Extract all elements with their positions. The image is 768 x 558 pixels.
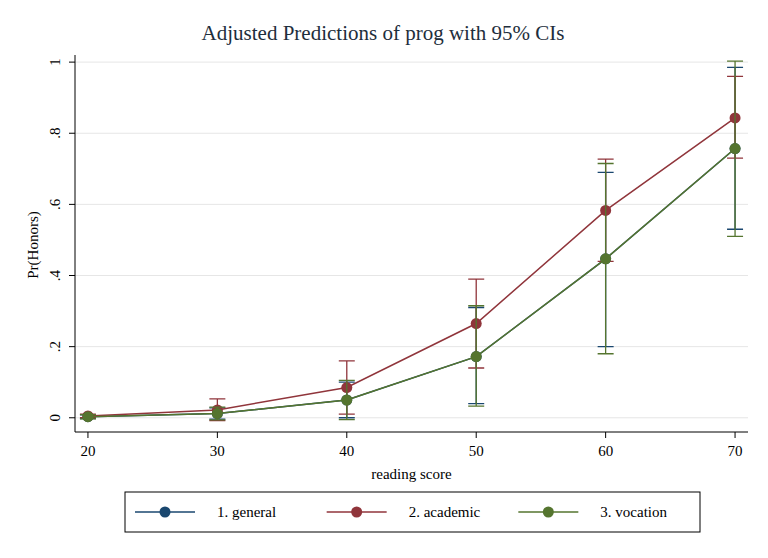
legend-marker [160, 507, 171, 518]
legend-box [125, 492, 700, 532]
marker [212, 408, 223, 419]
marker [471, 351, 482, 362]
marker [82, 410, 93, 421]
chart-root: 0 .2 .4 .6 .8 1 20 30 40 50 60 70 Adjusted Predictio… [0, 0, 768, 558]
y-tick [69, 204, 75, 205]
y-tick-label: .8 [47, 128, 63, 139]
x-tick-label: 40 [339, 443, 354, 459]
series-line [88, 149, 735, 417]
y-tick [69, 417, 75, 418]
error-bar [209, 399, 225, 421]
y-tick [69, 346, 75, 347]
y-axis [75, 55, 76, 432]
x-axis [75, 432, 748, 433]
series-line [88, 118, 735, 416]
x-tick-label: 20 [80, 443, 95, 459]
legend-marker [543, 507, 554, 518]
marker [600, 253, 611, 264]
legend: 1. general 2. academic 3. vocation [125, 492, 700, 532]
x-tick [605, 432, 606, 438]
background [0, 0, 768, 558]
marker [82, 411, 93, 422]
error-bar [209, 407, 225, 420]
legend-marker [351, 507, 362, 518]
grid-line [75, 62, 748, 63]
y-tick [69, 275, 75, 276]
grid-line [75, 417, 748, 418]
grid-line [75, 275, 748, 276]
legend-label: 2. academic [409, 504, 481, 520]
grid-line [75, 204, 748, 205]
x-tick [346, 432, 347, 438]
marker [341, 394, 352, 405]
series-line [88, 149, 735, 417]
marker [471, 351, 482, 362]
grid-line [75, 133, 748, 134]
x-tick-label: 70 [728, 443, 743, 459]
y-axis-label: Pr(Honors) [25, 211, 42, 279]
y-tick-label: 1 [47, 58, 63, 65]
y-tick [69, 62, 75, 63]
x-axis-label: reading score [371, 466, 452, 482]
legend-label: 3. vocation [600, 504, 667, 520]
error-bar [339, 380, 355, 419]
x-tick [87, 432, 88, 438]
plot-area [80, 61, 743, 422]
y-tick-label: 0 [47, 414, 63, 422]
x-tick [476, 432, 477, 438]
y-tick-label: .6 [47, 198, 63, 210]
marker [600, 253, 611, 264]
y-tick-label: .4 [47, 269, 63, 281]
marker [730, 143, 741, 154]
error-bar [727, 61, 743, 236]
error-bar [598, 163, 614, 353]
chart-title: Adjusted Predictions of prog with 95% CI… [202, 21, 565, 45]
marker [82, 411, 93, 422]
x-tick [735, 432, 736, 438]
x-tick-label: 30 [210, 443, 225, 459]
error-bar [468, 306, 484, 406]
marker [730, 143, 741, 154]
x-tick [217, 432, 218, 438]
y-tick [69, 133, 75, 134]
grid-line [75, 346, 748, 347]
marker [212, 408, 223, 419]
legend-label: 1. general [217, 504, 276, 520]
x-tick-label: 50 [469, 443, 484, 459]
x-tick-label: 60 [598, 443, 613, 459]
chart-svg: 0 .2 .4 .6 .8 1 20 30 40 50 60 70 Adjusted Predictio… [0, 0, 768, 558]
marker [341, 394, 352, 405]
y-tick-label: .2 [47, 341, 63, 352]
